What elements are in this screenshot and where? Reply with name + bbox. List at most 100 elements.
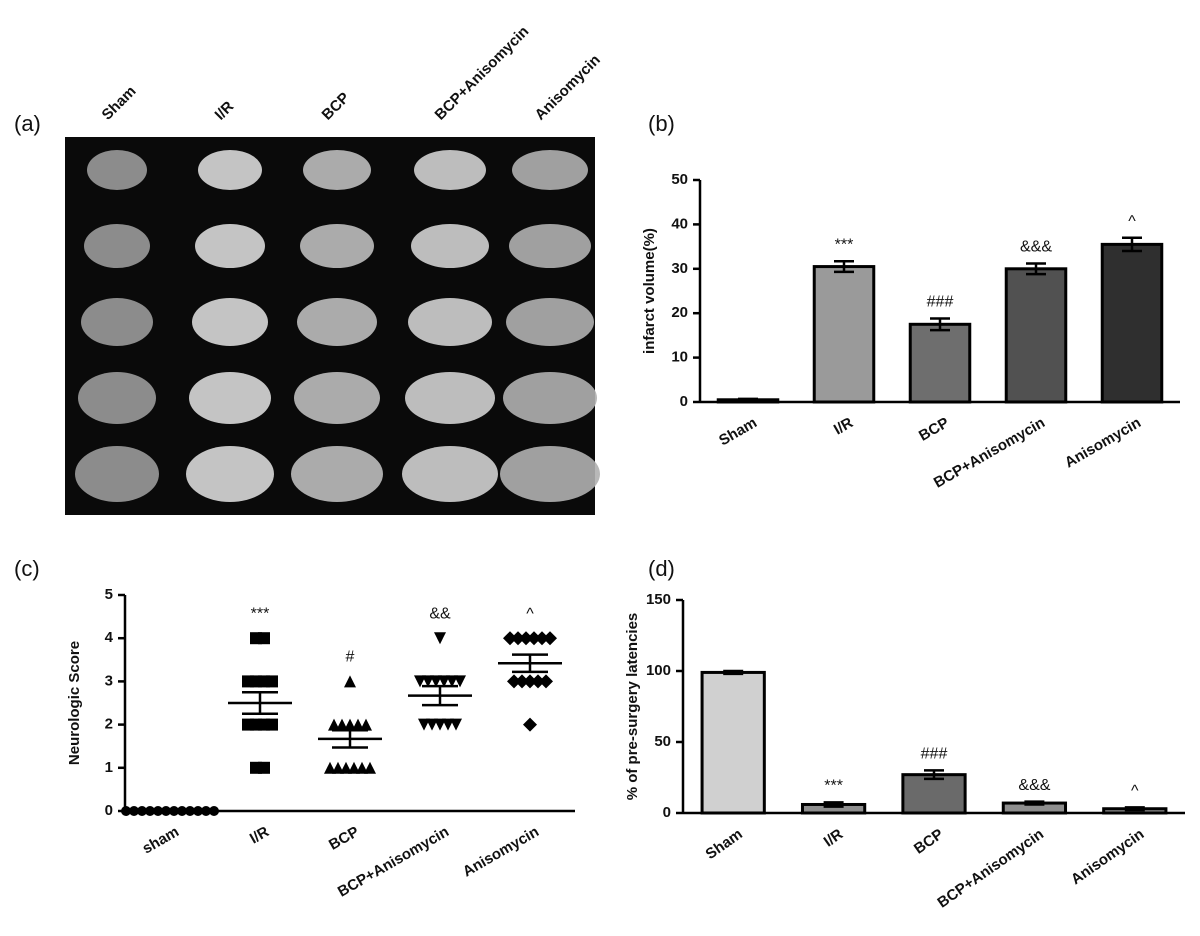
- data-point: [426, 718, 438, 731]
- data-point: [121, 806, 131, 816]
- brain-slice: [414, 150, 486, 190]
- data-point: [324, 761, 336, 774]
- data-point: [340, 761, 352, 774]
- data-point: [336, 718, 348, 731]
- brain-slice: [503, 372, 597, 424]
- y-tick-label: 50: [654, 733, 671, 750]
- brain-slice: [512, 150, 588, 190]
- data-point: [535, 631, 549, 646]
- y-axis-label: infarct volume(%): [641, 228, 658, 354]
- data-point: [201, 806, 211, 816]
- brain-slice: [300, 224, 374, 268]
- x-tick-label: BCP: [916, 414, 952, 445]
- brain-slice: [81, 298, 153, 346]
- x-tick-label: sham: [140, 823, 182, 857]
- panel-label: (a): [14, 111, 41, 136]
- brain-slice: [87, 150, 147, 190]
- y-tick-label: 5: [105, 586, 113, 603]
- brain-slice: [500, 446, 600, 502]
- data-point: [434, 718, 446, 731]
- significance-label: #: [346, 649, 355, 666]
- data-point: [266, 675, 278, 688]
- brain-slice: [78, 372, 156, 424]
- brain-slice: [189, 372, 271, 424]
- data-point: [446, 675, 458, 688]
- data-point: [258, 632, 270, 645]
- brain-slice: [198, 150, 262, 190]
- bar: [700, 670, 766, 815]
- data-point: [503, 631, 517, 646]
- significance-label: ***: [835, 236, 854, 253]
- panel-label: (d): [648, 556, 675, 581]
- data-point: [129, 806, 139, 816]
- y-tick-label: 1: [105, 759, 113, 776]
- brain-slice: [75, 446, 159, 502]
- data-point: [356, 761, 368, 774]
- column-label: I/R: [212, 98, 238, 124]
- data-point: [258, 761, 270, 774]
- brain-slice: [294, 372, 380, 424]
- brain-slice: [303, 150, 371, 190]
- data-point: [266, 718, 278, 731]
- brain-slice: [402, 446, 498, 502]
- y-tick-label: 100: [646, 662, 671, 679]
- brain-slice: [195, 224, 265, 268]
- x-tick-label: I/R: [831, 414, 856, 438]
- y-tick-label: 150: [646, 591, 671, 608]
- data-point: [527, 631, 541, 646]
- y-tick-label: 0: [663, 804, 671, 821]
- data-point: [511, 631, 525, 646]
- x-tick-label: BCP: [326, 823, 362, 854]
- y-tick-label: 20: [671, 304, 688, 321]
- significance-label: &&: [429, 605, 451, 622]
- bar: [901, 773, 967, 815]
- significance-label: ###: [921, 746, 948, 763]
- data-point: [454, 675, 466, 688]
- bar: [908, 322, 972, 404]
- significance-label: ***: [824, 778, 843, 795]
- x-tick-label: Anisomycin: [1062, 414, 1144, 471]
- brain-slice: [186, 446, 274, 502]
- y-tick-label: 3: [105, 672, 113, 689]
- data-point: [450, 718, 462, 731]
- x-tick-label: Anisomycin: [1068, 826, 1147, 889]
- column-label: BCP+Anisomycin: [432, 23, 533, 124]
- y-tick-label: 0: [680, 393, 688, 410]
- panel-label: (b): [648, 111, 675, 136]
- data-point: [364, 761, 376, 774]
- brain-slice: [509, 224, 591, 268]
- data-point: [434, 632, 446, 645]
- data-point: [507, 674, 521, 689]
- data-point: [515, 674, 529, 689]
- y-tick-label: 2: [105, 716, 113, 733]
- x-tick-label: Sham: [716, 414, 760, 449]
- data-point: [523, 674, 537, 689]
- data-point: [438, 675, 450, 688]
- column-label: BCP: [319, 89, 353, 123]
- data-point: [360, 718, 372, 731]
- bar: [1100, 242, 1164, 404]
- brain-slice: [192, 298, 268, 346]
- significance-label: ^: [1128, 213, 1136, 230]
- x-tick-label: Anisomycin: [460, 823, 542, 880]
- x-tick-label: BCP+Anisomycin: [934, 826, 1047, 912]
- y-tick-label: 10: [671, 349, 688, 366]
- data-point: [418, 718, 430, 731]
- data-point: [430, 675, 442, 688]
- data-point: [539, 674, 553, 689]
- y-tick-label: 0: [105, 802, 113, 819]
- brain-slice: [84, 224, 150, 268]
- x-tick-label: Sham: [703, 826, 746, 863]
- brain-slice: [408, 298, 492, 346]
- significance-label: ***: [251, 605, 270, 622]
- y-axis-label: Neurologic Score: [66, 641, 83, 765]
- data-point: [344, 718, 356, 731]
- data-point: [422, 675, 434, 688]
- y-tick-label: 40: [671, 215, 688, 232]
- data-point: [209, 806, 219, 816]
- bar: [812, 265, 876, 404]
- data-point: [519, 631, 533, 646]
- brain-slice: [506, 298, 594, 346]
- data-point: [332, 761, 344, 774]
